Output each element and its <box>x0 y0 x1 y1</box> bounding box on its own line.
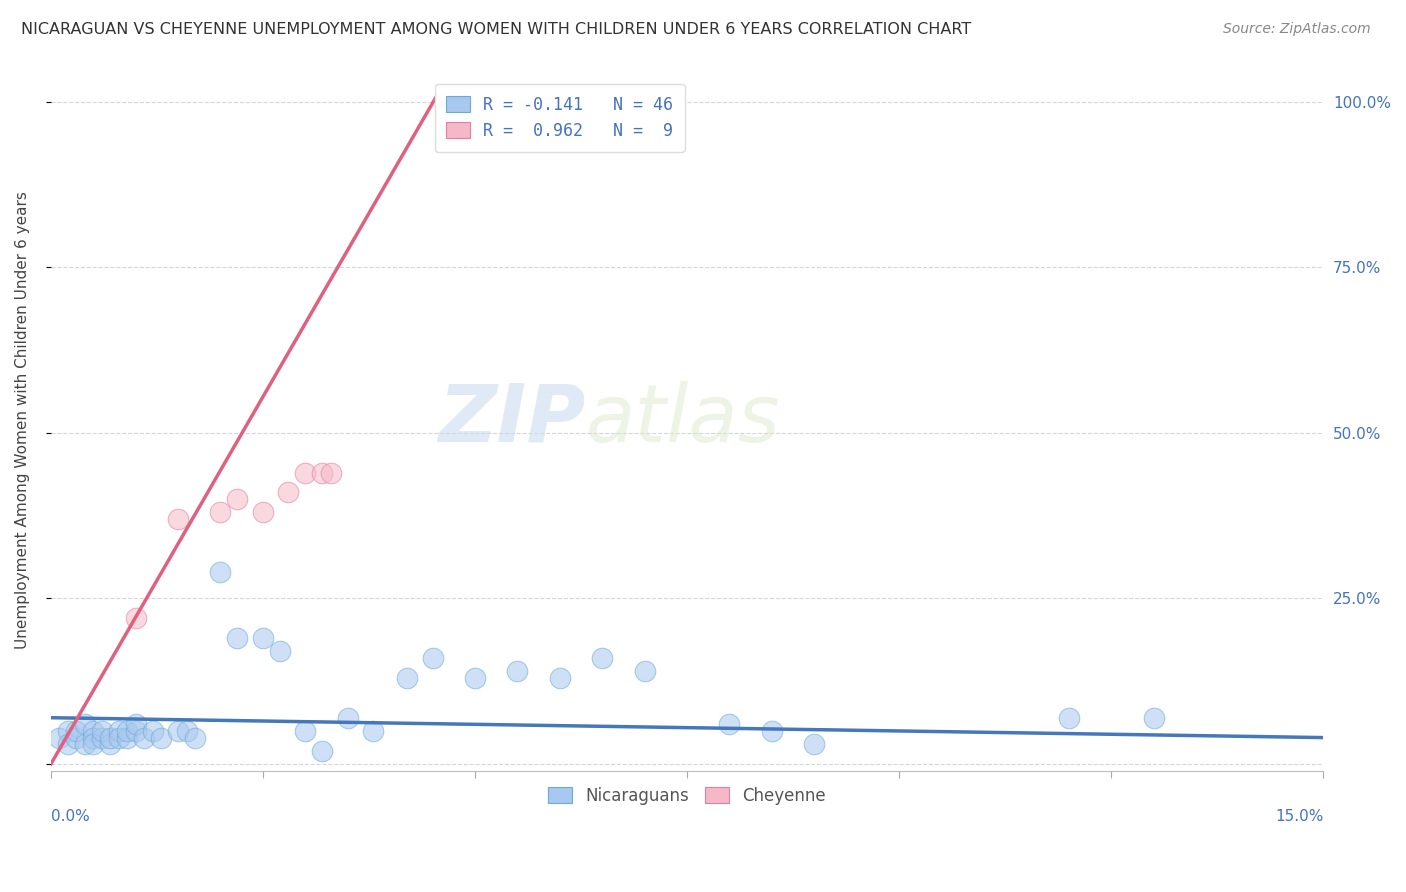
Text: ZIP: ZIP <box>437 381 585 458</box>
Text: 0.0%: 0.0% <box>51 809 90 824</box>
Point <box>56 737 79 751</box>
Point <box>761 723 783 738</box>
Point <box>90 723 112 738</box>
Point <box>226 492 249 507</box>
Point <box>591 651 613 665</box>
Point <box>277 485 299 500</box>
Legend: Nicaraguans, Cheyenne: Nicaraguans, Cheyenne <box>541 780 832 812</box>
Point <box>184 731 207 745</box>
Point <box>150 731 173 745</box>
Point <box>464 671 486 685</box>
Point <box>115 723 138 738</box>
Point <box>124 717 146 731</box>
Point <box>209 565 232 579</box>
Point <box>209 505 232 519</box>
Point <box>90 731 112 745</box>
Point <box>176 723 198 738</box>
Text: Source: ZipAtlas.com: Source: ZipAtlas.com <box>1223 22 1371 37</box>
Point <box>167 512 190 526</box>
Point <box>269 644 291 658</box>
Point <box>82 731 104 745</box>
Point <box>65 731 87 745</box>
Point <box>115 731 138 745</box>
Point <box>73 717 96 731</box>
Point <box>548 671 571 685</box>
Point <box>124 611 146 625</box>
Point <box>98 731 121 745</box>
Point <box>107 723 129 738</box>
Point <box>319 466 342 480</box>
Point <box>56 723 79 738</box>
Point <box>98 737 121 751</box>
Point <box>65 723 87 738</box>
Point <box>82 737 104 751</box>
Point <box>633 665 655 679</box>
Point <box>107 731 129 745</box>
Point <box>1142 711 1164 725</box>
Point <box>252 631 274 645</box>
Point <box>311 744 333 758</box>
Point <box>311 466 333 480</box>
Point <box>336 711 359 725</box>
Text: NICARAGUAN VS CHEYENNE UNEMPLOYMENT AMONG WOMEN WITH CHILDREN UNDER 6 YEARS CORR: NICARAGUAN VS CHEYENNE UNEMPLOYMENT AMON… <box>21 22 972 37</box>
Point <box>73 737 96 751</box>
Y-axis label: Unemployment Among Women with Children Under 6 years: Unemployment Among Women with Children U… <box>15 191 30 648</box>
Point <box>718 717 741 731</box>
Point <box>134 731 156 745</box>
Point <box>82 723 104 738</box>
Point <box>506 665 529 679</box>
Point <box>294 723 316 738</box>
Text: 15.0%: 15.0% <box>1275 809 1323 824</box>
Point <box>396 671 419 685</box>
Point <box>142 723 165 738</box>
Point <box>252 505 274 519</box>
Point <box>803 737 825 751</box>
Point <box>167 723 190 738</box>
Point <box>1057 711 1080 725</box>
Point <box>226 631 249 645</box>
Point <box>124 723 146 738</box>
Point <box>422 651 444 665</box>
Point <box>361 723 384 738</box>
Point <box>48 731 70 745</box>
Point <box>294 466 316 480</box>
Text: atlas: atlas <box>585 381 780 458</box>
